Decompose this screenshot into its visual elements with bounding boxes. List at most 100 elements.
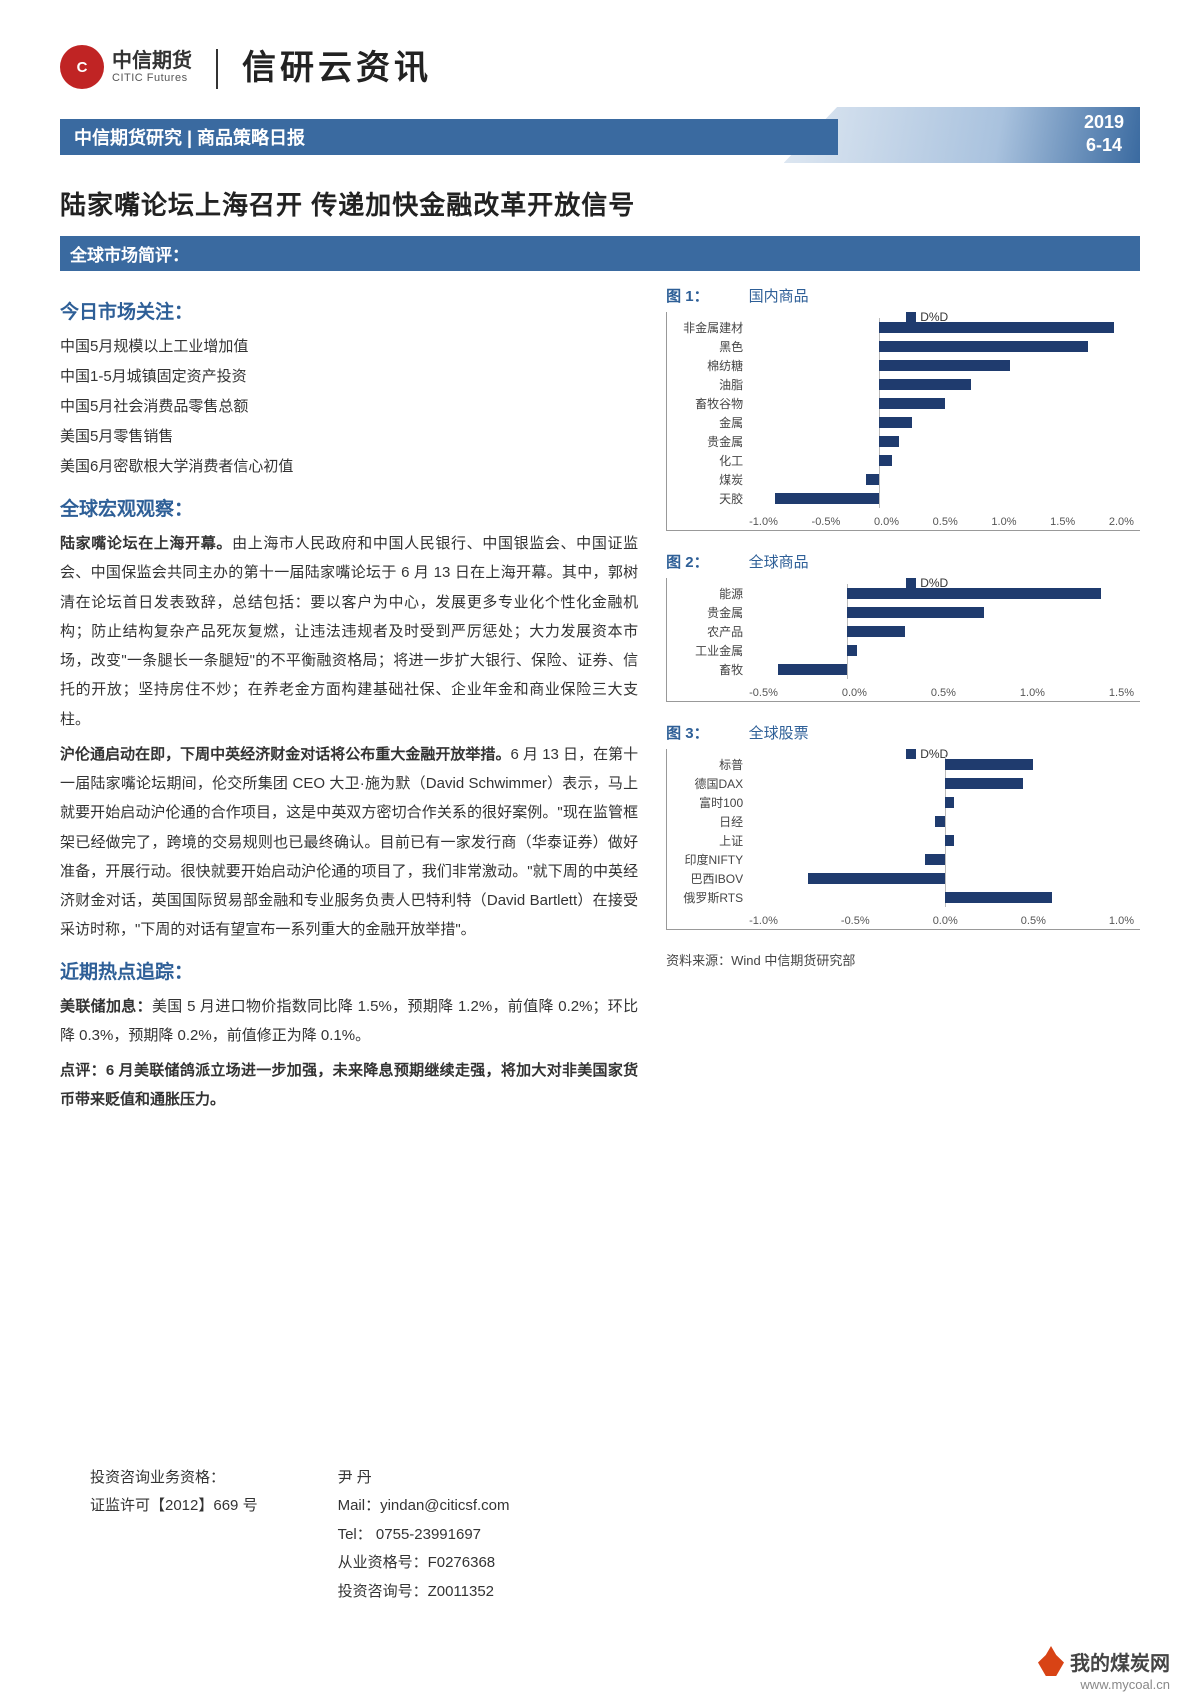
banner: 中信期货研究 | 商品策略日报 2019 6-14 xyxy=(60,107,1140,163)
bar xyxy=(945,797,955,808)
x-tick: 1.0% xyxy=(991,516,1016,528)
bar-row: 日经 xyxy=(749,812,1140,831)
footer-license: 证监许可【2012】669 号 xyxy=(90,1492,258,1521)
macro-p2-text: 6 月 13 日，在第十一届陆家嘴论坛期间，伦交所集团 CEO 大卫·施为默（D… xyxy=(60,746,638,939)
footer-qual: 投资咨询业务资格： xyxy=(90,1464,258,1493)
bar-row: 金属 xyxy=(749,413,1140,432)
right-column: 图 1：国内商品D%D非金属建材黑色棉纺糖油脂畜牧谷物金属贵金属化工煤炭天胶-1… xyxy=(666,285,1140,1121)
bar-row: 印度NIFTY xyxy=(749,850,1140,869)
bar xyxy=(879,436,899,447)
bar-row: 天胶 xyxy=(749,489,1140,508)
bar xyxy=(847,626,906,637)
bar xyxy=(847,607,984,618)
x-tick: -0.5% xyxy=(749,687,778,699)
bar-category: 工业金属 xyxy=(663,642,743,659)
logo-icon: C xyxy=(60,45,104,89)
bar-row: 农产品 xyxy=(749,622,1140,641)
macro-para-1: 陆家嘴论坛在上海开幕。由上海市人民政府和中国人民银行、中国银监会、中国证监会、中… xyxy=(60,529,638,734)
bar xyxy=(879,398,944,409)
bar-row: 德国DAX xyxy=(749,774,1140,793)
page-title: 陆家嘴论坛上海召开 传递加快金融改革开放信号 xyxy=(60,185,1140,222)
bar xyxy=(935,816,945,827)
chart-title: 图 3：全球股票 xyxy=(666,722,1140,743)
footer-name: 尹 丹 xyxy=(338,1464,510,1493)
chart-title: 图 2：全球商品 xyxy=(666,551,1140,572)
bar-category: 俄罗斯RTS xyxy=(663,889,743,906)
watermark-cn: 我的煤炭网 xyxy=(1070,1647,1170,1676)
bar-category: 富时100 xyxy=(663,794,743,811)
focus-item: 美国5月零售销售 xyxy=(60,422,638,452)
hot-para-1: 美联储加息：美国 5 月进口物价指数同比降 1.5%，预期降 1.2%，前值降 … xyxy=(60,992,638,1051)
bar-row: 贵金属 xyxy=(749,432,1140,451)
x-tick: -1.0% xyxy=(749,915,778,927)
x-tick: 0.5% xyxy=(933,516,958,528)
x-tick: -0.5% xyxy=(841,915,870,927)
bar-category: 能源 xyxy=(663,585,743,602)
macro-p1-text: 由上海市人民政府和中国人民银行、中国银监会、中国证监会、中国保监会共同主办的第十… xyxy=(60,535,638,728)
bar xyxy=(847,588,1101,599)
bar xyxy=(778,664,846,675)
x-tick: 0.5% xyxy=(1021,915,1046,927)
focus-item: 中国5月规模以上工业增加值 xyxy=(60,332,638,362)
footer: 投资咨询业务资格： 证监许可【2012】669 号 尹 丹 Mail：yinda… xyxy=(90,1464,1140,1607)
bar-category: 棉纺糖 xyxy=(663,357,743,374)
bar-row: 能源 xyxy=(749,584,1140,603)
logo-cn: 中信期货 xyxy=(112,50,192,72)
bar-row: 富时100 xyxy=(749,793,1140,812)
x-axis: -1.0% -0.5% 0.0% 0.5% 1.0% xyxy=(749,915,1134,927)
chart: D%D标普德国DAX富时100日经上证印度NIFTY巴西IBOV俄罗斯RTS-1… xyxy=(666,749,1140,930)
bar xyxy=(879,455,892,466)
year: 2019 xyxy=(1084,111,1124,134)
divider xyxy=(216,49,218,89)
bar-row: 畜牧谷物 xyxy=(749,394,1140,413)
logo-en: CITIC Futures xyxy=(112,72,192,84)
bar-row: 煤炭 xyxy=(749,470,1140,489)
x-tick: -0.5% xyxy=(812,516,841,528)
bar-category: 德国DAX xyxy=(663,775,743,792)
x-tick: 0.0% xyxy=(842,687,867,699)
bar xyxy=(775,493,879,504)
x-tick: 1.0% xyxy=(1109,915,1134,927)
bar-category: 非金属建材 xyxy=(663,319,743,336)
logo: C 中信期货 CITIC Futures xyxy=(60,45,192,89)
bar xyxy=(879,341,1087,352)
bar-row: 上证 xyxy=(749,831,1140,850)
x-tick: 1.5% xyxy=(1050,516,1075,528)
bar-category: 油脂 xyxy=(663,376,743,393)
bar-category: 农产品 xyxy=(663,623,743,640)
x-tick: 0.0% xyxy=(933,915,958,927)
bar-category: 标普 xyxy=(663,756,743,773)
macro-heading: 全球宏观观察： xyxy=(60,494,638,521)
x-tick: 0.0% xyxy=(874,516,899,528)
header: C 中信期货 CITIC Futures 信研云资讯 xyxy=(60,40,1140,107)
bar-category: 天胶 xyxy=(663,490,743,507)
bar-category: 金属 xyxy=(663,414,743,431)
bar-category: 化工 xyxy=(663,452,743,469)
date-box: 2019 6-14 xyxy=(1084,111,1124,158)
bar-category: 日经 xyxy=(663,813,743,830)
bar xyxy=(879,417,912,428)
focus-item: 中国5月社会消费品零售总额 xyxy=(60,392,638,422)
bar xyxy=(866,474,879,485)
x-tick: 2.0% xyxy=(1109,516,1134,528)
banner-text: 中信期货研究 | 商品策略日报 xyxy=(60,119,838,155)
hot-para-2: 点评：6 月美联储鸽派立场进一步加强，未来降息预期继续走强，将加大对非美国家货币… xyxy=(60,1056,638,1115)
bar-category: 贵金属 xyxy=(663,604,743,621)
chart-block: 图 1：国内商品D%D非金属建材黑色棉纺糖油脂畜牧谷物金属贵金属化工煤炭天胶-1… xyxy=(666,285,1140,531)
flame-icon xyxy=(1038,1646,1064,1676)
chart-block: 图 2：全球商品D%D能源贵金属农产品工业金属畜牧-0.5%0.0%0.5%1.… xyxy=(666,551,1140,702)
bar-row: 贵金属 xyxy=(749,603,1140,622)
bar xyxy=(945,892,1052,903)
bar xyxy=(847,645,857,656)
focus-heading: 今日市场关注： xyxy=(60,297,638,324)
brand-title: 信研云资讯 xyxy=(242,40,432,89)
bar-row: 标普 xyxy=(749,755,1140,774)
x-tick: -1.0% xyxy=(749,516,778,528)
hot-heading: 近期热点追踪： xyxy=(60,957,638,984)
left-column: 今日市场关注： 中国5月规模以上工业增加值中国1-5月城镇固定资产投资中国5月社… xyxy=(60,285,638,1121)
date: 6-14 xyxy=(1084,134,1124,157)
bar xyxy=(879,360,1009,371)
bar xyxy=(808,873,945,884)
bar-row: 黑色 xyxy=(749,337,1140,356)
bar-row: 巴西IBOV xyxy=(749,869,1140,888)
